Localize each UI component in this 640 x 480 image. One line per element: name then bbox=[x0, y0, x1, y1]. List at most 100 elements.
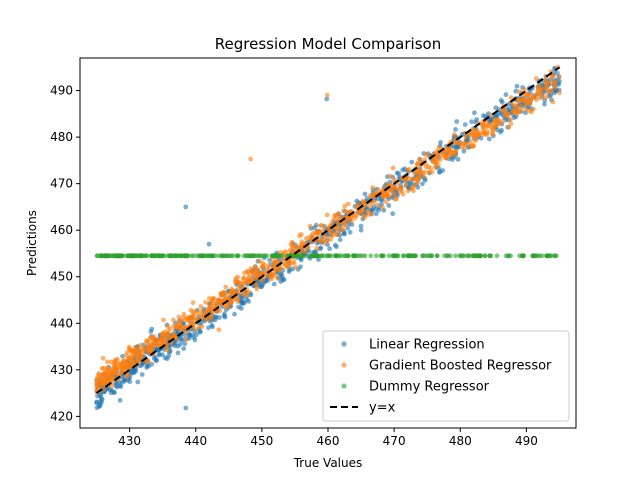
linear-regression-point bbox=[334, 244, 339, 250]
gradient-boosted-regressor-point bbox=[98, 381, 103, 386]
gradient-boosted-regressor-point bbox=[199, 308, 205, 314]
gradient-boosted-regressor-point bbox=[417, 156, 423, 162]
gradient-boosted-regressor-point bbox=[508, 95, 514, 100]
gradient-boosted-regressor-point bbox=[176, 314, 182, 320]
dummy-regressor-point bbox=[412, 253, 418, 259]
gradient-boosted-regressor-point bbox=[553, 85, 558, 91]
dummy-regressor-point bbox=[253, 253, 259, 259]
gradient-boosted-regressor-point bbox=[275, 276, 281, 281]
dummy-regressor-point bbox=[530, 253, 536, 259]
linear-regression-point bbox=[164, 356, 170, 362]
dummy-regressor-point bbox=[488, 253, 494, 259]
linear-regression-point bbox=[239, 301, 245, 307]
gradient-boosted-regressor-point bbox=[129, 353, 135, 358]
gradient-boosted-regressor-point bbox=[411, 188, 416, 194]
gradient-boosted-regressor-point bbox=[544, 86, 550, 92]
gradient-boosted-regressor-point bbox=[416, 167, 422, 173]
gradient-boosted-regressor-point bbox=[225, 295, 230, 301]
gradient-boosted-regressor-point bbox=[283, 263, 289, 269]
gradient-boosted-regressor-point bbox=[337, 227, 343, 233]
gradient-boosted-regressor-point bbox=[183, 337, 189, 342]
linear-regression-point bbox=[221, 313, 227, 319]
linear-regression-point bbox=[232, 311, 237, 317]
y-tick-label: 420 bbox=[50, 409, 73, 423]
dummy-regressor-point bbox=[386, 253, 392, 259]
dummy-regressor-point bbox=[453, 253, 458, 259]
linear-regression-point bbox=[480, 113, 486, 119]
dummy-regressor-point bbox=[250, 253, 256, 259]
gradient-boosted-regressor-point bbox=[384, 192, 390, 197]
y-tick-label: 480 bbox=[50, 130, 73, 144]
linear-regression-point bbox=[149, 361, 155, 367]
linear-regression-point bbox=[469, 119, 474, 125]
gradient-boosted-regressor-point bbox=[494, 117, 499, 122]
gradient-boosted-regressor-point bbox=[162, 329, 168, 335]
gradient-boosted-regressor-point bbox=[124, 374, 130, 380]
gradient-boosted-regressor-point bbox=[101, 381, 107, 386]
gradient-boosted-regressor-point bbox=[545, 94, 551, 99]
gradient-boosted-regressor-point bbox=[506, 124, 512, 130]
linear-regression-point bbox=[181, 346, 187, 351]
gradient-boosted-regressor-point bbox=[283, 249, 289, 255]
dummy-regressor-point bbox=[313, 253, 319, 259]
gradient-boosted-regressor-point bbox=[324, 92, 330, 98]
linear-regression-point bbox=[175, 350, 181, 356]
gradient-boosted-regressor-point bbox=[274, 260, 280, 265]
dummy-regressor-point bbox=[392, 253, 398, 259]
dummy-regressor-point bbox=[154, 253, 160, 259]
linear-regression-point bbox=[347, 229, 353, 235]
linear-regression-point bbox=[114, 384, 120, 390]
gradient-boosted-regressor-point bbox=[142, 349, 148, 355]
linear-regression-point bbox=[409, 159, 415, 165]
y-axis-ticks: 420 430 440 450 460 470 480 490 bbox=[50, 84, 80, 423]
gradient-boosted-regressor-point bbox=[300, 248, 305, 254]
linear-regression-point bbox=[144, 363, 150, 368]
gradient-boosted-regressor-point bbox=[116, 372, 122, 377]
x-tick-label: 460 bbox=[317, 434, 340, 448]
gradient-boosted-regressor-point bbox=[251, 270, 257, 276]
dummy-regressor-point bbox=[189, 253, 194, 259]
gradient-boosted-regressor-point bbox=[94, 379, 99, 385]
gradient-boosted-regressor-point bbox=[362, 202, 368, 208]
dummy-regressor-point bbox=[460, 253, 466, 259]
gradient-boosted-regressor-point bbox=[193, 327, 198, 332]
gradient-boosted-regressor-point bbox=[222, 290, 228, 296]
linear-regression-point bbox=[337, 237, 343, 243]
gradient-boosted-regressor-point bbox=[362, 214, 368, 220]
gradient-boosted-regressor-point bbox=[541, 95, 547, 100]
gradient-boosted-regressor-point bbox=[412, 182, 418, 188]
dummy-regressor-point bbox=[360, 253, 365, 259]
dummy-regressor-point bbox=[272, 253, 277, 259]
gradient-boosted-regressor-point bbox=[314, 246, 320, 251]
gradient-boosted-regressor-point bbox=[223, 284, 229, 290]
gradient-boosted-regressor-point bbox=[513, 103, 519, 108]
gradient-boosted-regressor-point bbox=[319, 223, 324, 228]
linear-regression-point bbox=[514, 83, 520, 89]
gradient-boosted-regressor-point bbox=[341, 208, 346, 214]
gradient-boosted-regressor-point bbox=[394, 196, 399, 202]
gradient-boosted-regressor-point bbox=[298, 232, 304, 237]
gradient-boosted-regressor-point bbox=[330, 233, 335, 239]
dummy-regressor-point bbox=[368, 253, 374, 259]
gradient-boosted-regressor-point bbox=[472, 138, 478, 144]
gradient-boosted-regressor-point bbox=[342, 203, 348, 209]
dummy-regressor-point bbox=[539, 253, 545, 259]
gradient-boosted-regressor-point bbox=[190, 320, 195, 326]
gradient-boosted-regressor-point bbox=[307, 223, 313, 229]
dummy-regressor-point bbox=[434, 253, 440, 259]
linear-regression-point bbox=[316, 257, 321, 262]
legend-label: Dummy Regressor bbox=[369, 380, 490, 395]
gradient-boosted-regressor-point bbox=[345, 201, 351, 207]
gradient-boosted-regressor-point bbox=[556, 74, 562, 80]
gradient-boosted-regressor-point bbox=[383, 199, 389, 205]
dummy-regressor-point bbox=[476, 253, 481, 259]
linear-regression-point bbox=[486, 136, 492, 142]
gradient-boosted-regressor-point bbox=[155, 341, 160, 347]
gradient-boosted-regressor-point bbox=[368, 203, 373, 209]
dummy-regressor-point bbox=[177, 253, 182, 259]
gradient-boosted-regressor-point bbox=[309, 232, 315, 238]
gradient-boosted-regressor-point bbox=[260, 277, 265, 283]
dummy-regressor-point bbox=[130, 253, 136, 259]
legend-label: Gradient Boosted Regressor bbox=[369, 359, 552, 374]
